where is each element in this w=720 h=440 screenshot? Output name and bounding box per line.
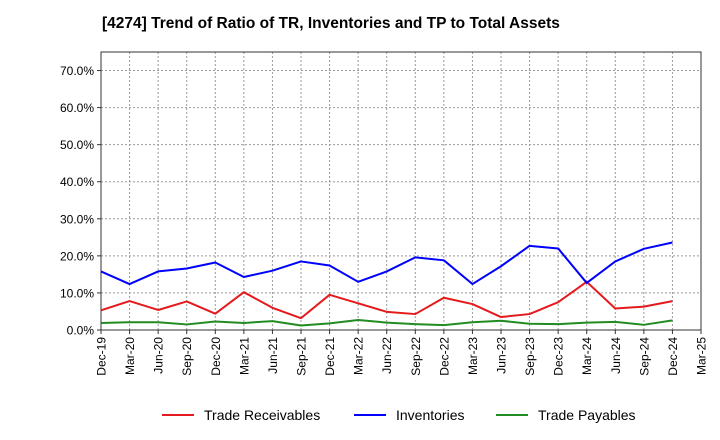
x-tick-label: Mar-23 bbox=[466, 337, 480, 375]
x-tick-label: Mar-20 bbox=[123, 337, 137, 375]
legend: Trade Receivables Inventories Trade Paya… bbox=[0, 403, 720, 427]
legend-swatch-green bbox=[496, 414, 528, 416]
y-tick-label: 20.0% bbox=[60, 249, 94, 263]
x-tick-label: Mar-22 bbox=[352, 337, 366, 375]
x-tick-label: Mar-24 bbox=[580, 337, 594, 375]
legend-label: Trade Payables bbox=[538, 407, 636, 423]
legend-swatch-red bbox=[162, 414, 194, 416]
y-tick-label: 40.0% bbox=[60, 175, 94, 189]
plot-area-background bbox=[101, 52, 701, 330]
y-axis-ticks: 0.0% 10.0% 20.0% 30.0% 40.0% 50.0% 60.0% 70.0% bbox=[60, 64, 101, 338]
series-line-trade-payables bbox=[100, 318, 673, 327]
x-tick-label: Dec-21 bbox=[323, 337, 337, 376]
legend-item-trade-payables: Trade Payables bbox=[496, 403, 636, 427]
y-tick-label: 60.0% bbox=[60, 101, 94, 115]
x-tick-label: Sep-22 bbox=[409, 337, 423, 376]
x-tick-label: Dec-24 bbox=[666, 337, 680, 376]
x-tick-label: Mar-25 bbox=[695, 337, 709, 375]
y-tick-label: 30.0% bbox=[60, 212, 94, 226]
x-tick-label: Mar-21 bbox=[237, 337, 251, 375]
x-tick-label: Dec-19 bbox=[95, 337, 109, 376]
x-tick-label: Sep-24 bbox=[637, 337, 651, 376]
plot-area-border bbox=[100, 51, 702, 331]
grid-lines bbox=[101, 52, 701, 330]
x-axis-ticks: Dec-19 Mar-20 Jun-20 Sep-20 Dec-20 Mar-21 Jun-… bbox=[95, 330, 709, 376]
legend-item-inventories: Inventories bbox=[354, 403, 464, 427]
x-tick-label: Jun-20 bbox=[152, 337, 166, 374]
series-line-trade-receivables bbox=[100, 280, 673, 320]
y-tick-label: 70.0% bbox=[60, 64, 94, 78]
x-tick-label: Jun-23 bbox=[495, 337, 509, 374]
x-tick-label: Sep-23 bbox=[523, 337, 537, 376]
chart-title: [4274] Trend of Ratio of TR, Inventories… bbox=[102, 15, 560, 32]
y-tick-label: 50.0% bbox=[60, 138, 94, 152]
x-tick-label: Dec-22 bbox=[437, 337, 451, 376]
legend-label: Trade Receivables bbox=[204, 407, 321, 423]
series-lines bbox=[100, 241, 673, 327]
x-tick-label: Dec-23 bbox=[552, 337, 566, 376]
x-tick-label: Jun-24 bbox=[609, 337, 623, 374]
legend-swatch-blue bbox=[354, 414, 386, 416]
series-line-inventories bbox=[100, 241, 673, 286]
x-tick-label: Sep-20 bbox=[180, 337, 194, 376]
legend-item-trade-receivables: Trade Receivables bbox=[162, 403, 320, 427]
legend-label: Inventories bbox=[396, 407, 465, 423]
y-tick-label: 10.0% bbox=[60, 286, 94, 300]
x-tick-label: Jun-22 bbox=[380, 337, 394, 374]
x-tick-label: Sep-21 bbox=[295, 337, 309, 376]
y-tick-label: 0.0% bbox=[67, 324, 95, 338]
x-tick-label: Jun-21 bbox=[266, 337, 280, 374]
x-tick-label: Dec-20 bbox=[209, 337, 223, 376]
